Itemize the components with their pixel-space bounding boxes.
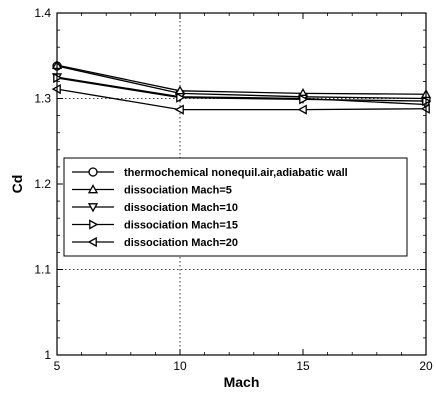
data-point: [297, 104, 307, 115]
series-5: [51, 83, 430, 115]
series-1: [52, 61, 431, 104]
series-line: [56, 77, 427, 102]
series-2: [51, 59, 432, 99]
x-tick-label: 15: [296, 359, 310, 373]
series-line: [56, 88, 427, 111]
legend-label: thermochemical nonequil.air,adiabatic wa…: [124, 167, 348, 179]
series-line: [56, 76, 427, 106]
y-tick-label: 1.3: [34, 92, 51, 106]
x-axis-label: Mach: [224, 374, 260, 390]
x-tick-label: 20: [419, 359, 433, 373]
series-4: [53, 72, 432, 107]
legend-entry: dissociation Mach=10: [72, 202, 238, 214]
data-point: [299, 94, 309, 105]
y-tick-label: 1.4: [34, 6, 51, 20]
series-line: [56, 65, 427, 100]
legend-entry: dissociation Mach=15: [72, 219, 238, 232]
legend-marker: [87, 236, 97, 248]
legend-label: dissociation Mach=20: [124, 237, 238, 249]
legend-entry: dissociation Mach=5: [72, 184, 232, 197]
y-axis-label: Cd: [9, 175, 25, 194]
x-tick-label: 10: [173, 359, 187, 373]
data-point: [176, 92, 186, 103]
legend-marker: [87, 184, 99, 194]
y-tick-label: 1.1: [34, 263, 51, 277]
series-group: [51, 59, 432, 115]
legend-marker: [87, 203, 99, 213]
legend-label: dissociation Mach=5: [124, 185, 232, 197]
legend-entry: thermochemical nonequil.air,adiabatic wa…: [72, 167, 348, 179]
legend-marker: [89, 219, 99, 230]
legend-box: [63, 157, 408, 257]
legend-entry: dissociation Mach=20: [72, 236, 238, 249]
legend-marker: [88, 167, 98, 177]
series-3: [51, 73, 432, 110]
legend-label: dissociation Mach=15: [124, 220, 238, 232]
legend: thermochemical nonequil.air,adiabatic wa…: [63, 157, 408, 257]
legend-label: dissociation Mach=10: [124, 202, 238, 214]
series-line: [56, 64, 427, 95]
y-tick-label: 1: [44, 348, 51, 362]
y-tick-label: 1.2: [34, 177, 51, 191]
data-point: [174, 104, 184, 115]
axis-ticks: 5 10 15 20 1 1.1 1.2 1.3 1.4: [34, 6, 433, 373]
x-tick-label: 5: [54, 359, 61, 373]
